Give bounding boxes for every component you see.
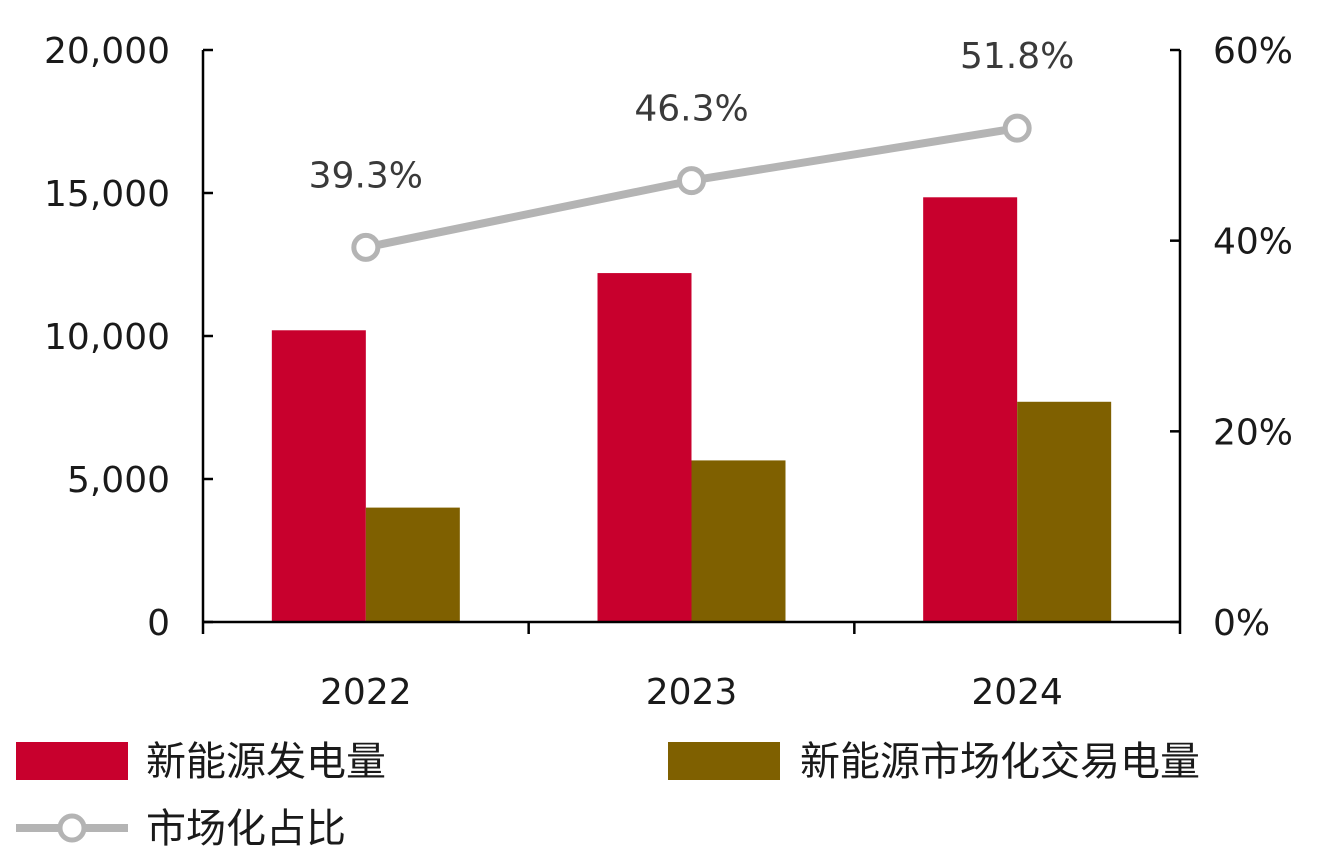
- bar-market-trade-2023: [691, 460, 786, 622]
- x-tick-label: 2024: [971, 672, 1063, 713]
- share-data-label-2024: 51.8%: [960, 36, 1074, 77]
- legend-label-generation: 新能源发电量: [146, 739, 386, 785]
- y-left-tick-label: 0: [147, 603, 170, 644]
- x-tick-label: 2022: [320, 672, 412, 713]
- bar-generation-2024: [923, 197, 1018, 623]
- bar-market-trade-2024: [1017, 401, 1112, 622]
- share-point-2022: [351, 232, 381, 262]
- axes-layer: 0 5,000 10,000 15,000 20,000 0% 20% 40% 60% 2022 2…: [44, 31, 1293, 713]
- bar-generation-2022: [271, 330, 366, 622]
- legend-label-share: 市场化占比: [146, 806, 346, 852]
- share-point-2024: [1002, 113, 1032, 143]
- legend-swatch-share-marker: [57, 813, 87, 843]
- y-left-tick-label: 15,000: [44, 174, 170, 215]
- share-point-2023: [677, 166, 706, 196]
- y-left-tick-label: 10,000: [44, 317, 170, 358]
- bars-layer: [271, 197, 1112, 623]
- legend-swatch-generation: [16, 742, 128, 780]
- y-right-tick-label: 40%: [1213, 222, 1293, 263]
- legend-swatch-market-trade: [668, 742, 780, 780]
- x-tick-label: 2023: [646, 672, 738, 713]
- share-data-label-2022: 39.3%: [309, 155, 423, 196]
- share-data-label-2023: 46.3%: [634, 89, 748, 130]
- y-left-tick-label: 20,000: [44, 31, 170, 72]
- y-right-tick-label: 0%: [1213, 603, 1270, 644]
- bar-generation-2023: [597, 273, 692, 622]
- legend-label-market-trade: 新能源市场化交易电量: [800, 739, 1200, 785]
- y-left-tick-label: 5,000: [67, 460, 170, 501]
- y-right-tick-label: 20%: [1213, 412, 1293, 453]
- y-right-tick-label: 60%: [1213, 31, 1293, 72]
- bar-market-trade-2022: [365, 507, 460, 622]
- line-layer: 39.3% 46.3% 51.8%: [309, 36, 1074, 262]
